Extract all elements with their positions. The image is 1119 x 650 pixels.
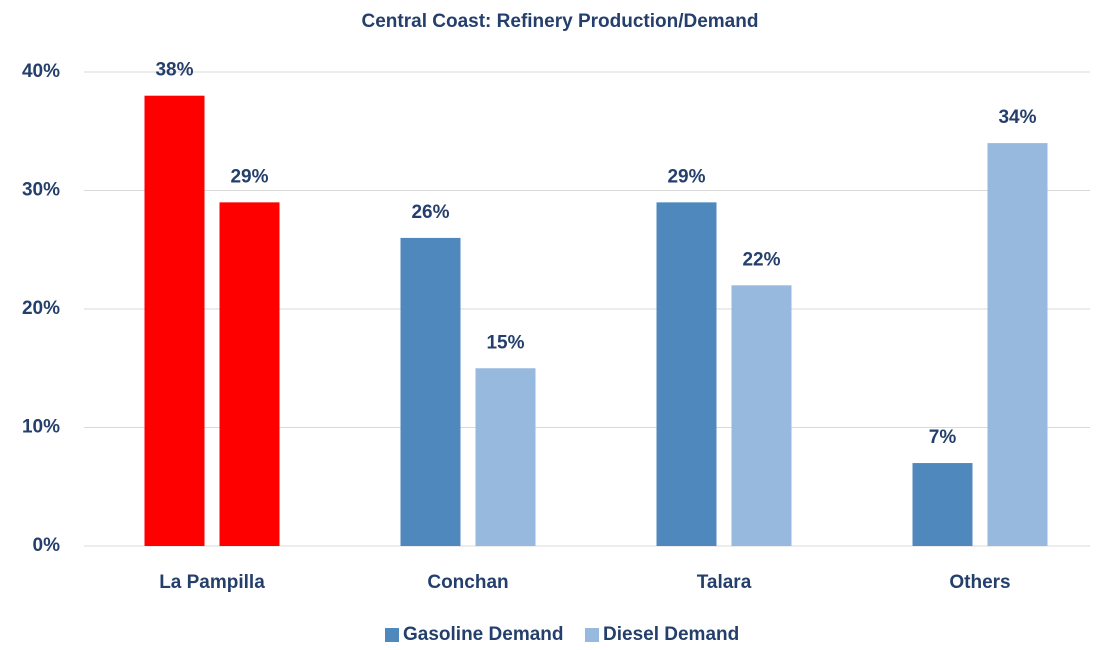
data-label: 7%	[929, 427, 957, 448]
data-label: 38%	[155, 60, 193, 81]
bar	[144, 95, 205, 546]
data-label: 26%	[411, 202, 449, 223]
bar	[987, 143, 1048, 546]
chart-title: Central Coast: Refinery Production/Deman…	[362, 11, 759, 32]
bar	[400, 237, 461, 546]
x-tick-label: Others	[949, 572, 1010, 593]
bar	[656, 202, 717, 546]
y-tick-label: 20%	[22, 298, 60, 319]
data-label: 29%	[667, 166, 705, 187]
x-tick-label: Conchan	[427, 572, 508, 593]
y-tick-label: 0%	[33, 535, 61, 556]
legend-swatch	[585, 628, 599, 642]
legend-label: Diesel Demand	[603, 624, 739, 645]
data-label: 15%	[486, 332, 524, 353]
y-tick-label: 40%	[22, 61, 60, 82]
x-tick-label: Talara	[697, 572, 752, 593]
bar	[731, 285, 792, 546]
bar	[219, 202, 280, 546]
data-label: 22%	[742, 249, 780, 270]
x-tick-label: La Pampilla	[159, 572, 265, 593]
bar	[475, 368, 536, 546]
legend-label: Gasoline Demand	[403, 624, 564, 645]
bar	[912, 463, 973, 546]
data-label: 34%	[998, 107, 1036, 128]
legend-swatch	[385, 628, 399, 642]
data-label: 29%	[230, 166, 268, 187]
y-tick-label: 10%	[22, 417, 60, 438]
y-tick-label: 30%	[22, 180, 60, 201]
